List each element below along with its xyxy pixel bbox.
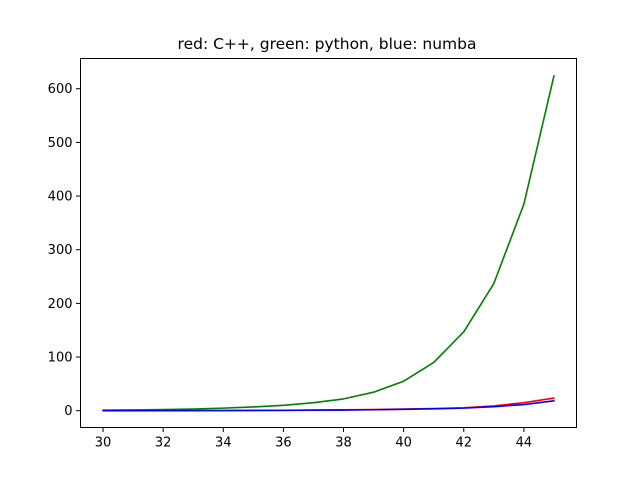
chart-title: red: C++, green: python, blue: numba [178,35,477,53]
plot-area-frame [80,58,577,428]
y-tick-label: 600 [48,82,73,97]
series-layer [102,75,555,412]
x-tick-label: 34 [215,436,232,451]
y-tick-label: 400 [48,190,73,205]
y-axis: 0 100 200 300 400 500 600 [48,82,81,419]
series-line-2 [102,399,555,412]
x-tick-label: 44 [516,436,533,451]
x-tick-label: 30 [95,436,112,451]
y-tick-label: 300 [48,243,73,258]
y-tick-label: 200 [48,297,73,312]
x-tick-label: 36 [275,436,292,451]
y-tick-label: 100 [48,351,73,366]
x-tick-label: 40 [395,436,412,451]
y-tick-label: 0 [64,404,72,419]
series-line-1 [102,75,555,411]
x-tick-label: 42 [455,436,472,451]
x-tick-label: 38 [335,436,352,451]
x-axis: 30 32 34 36 38 40 42 44 [95,427,533,451]
x-tick-label: 32 [155,436,172,451]
y-tick-label: 500 [48,136,73,151]
